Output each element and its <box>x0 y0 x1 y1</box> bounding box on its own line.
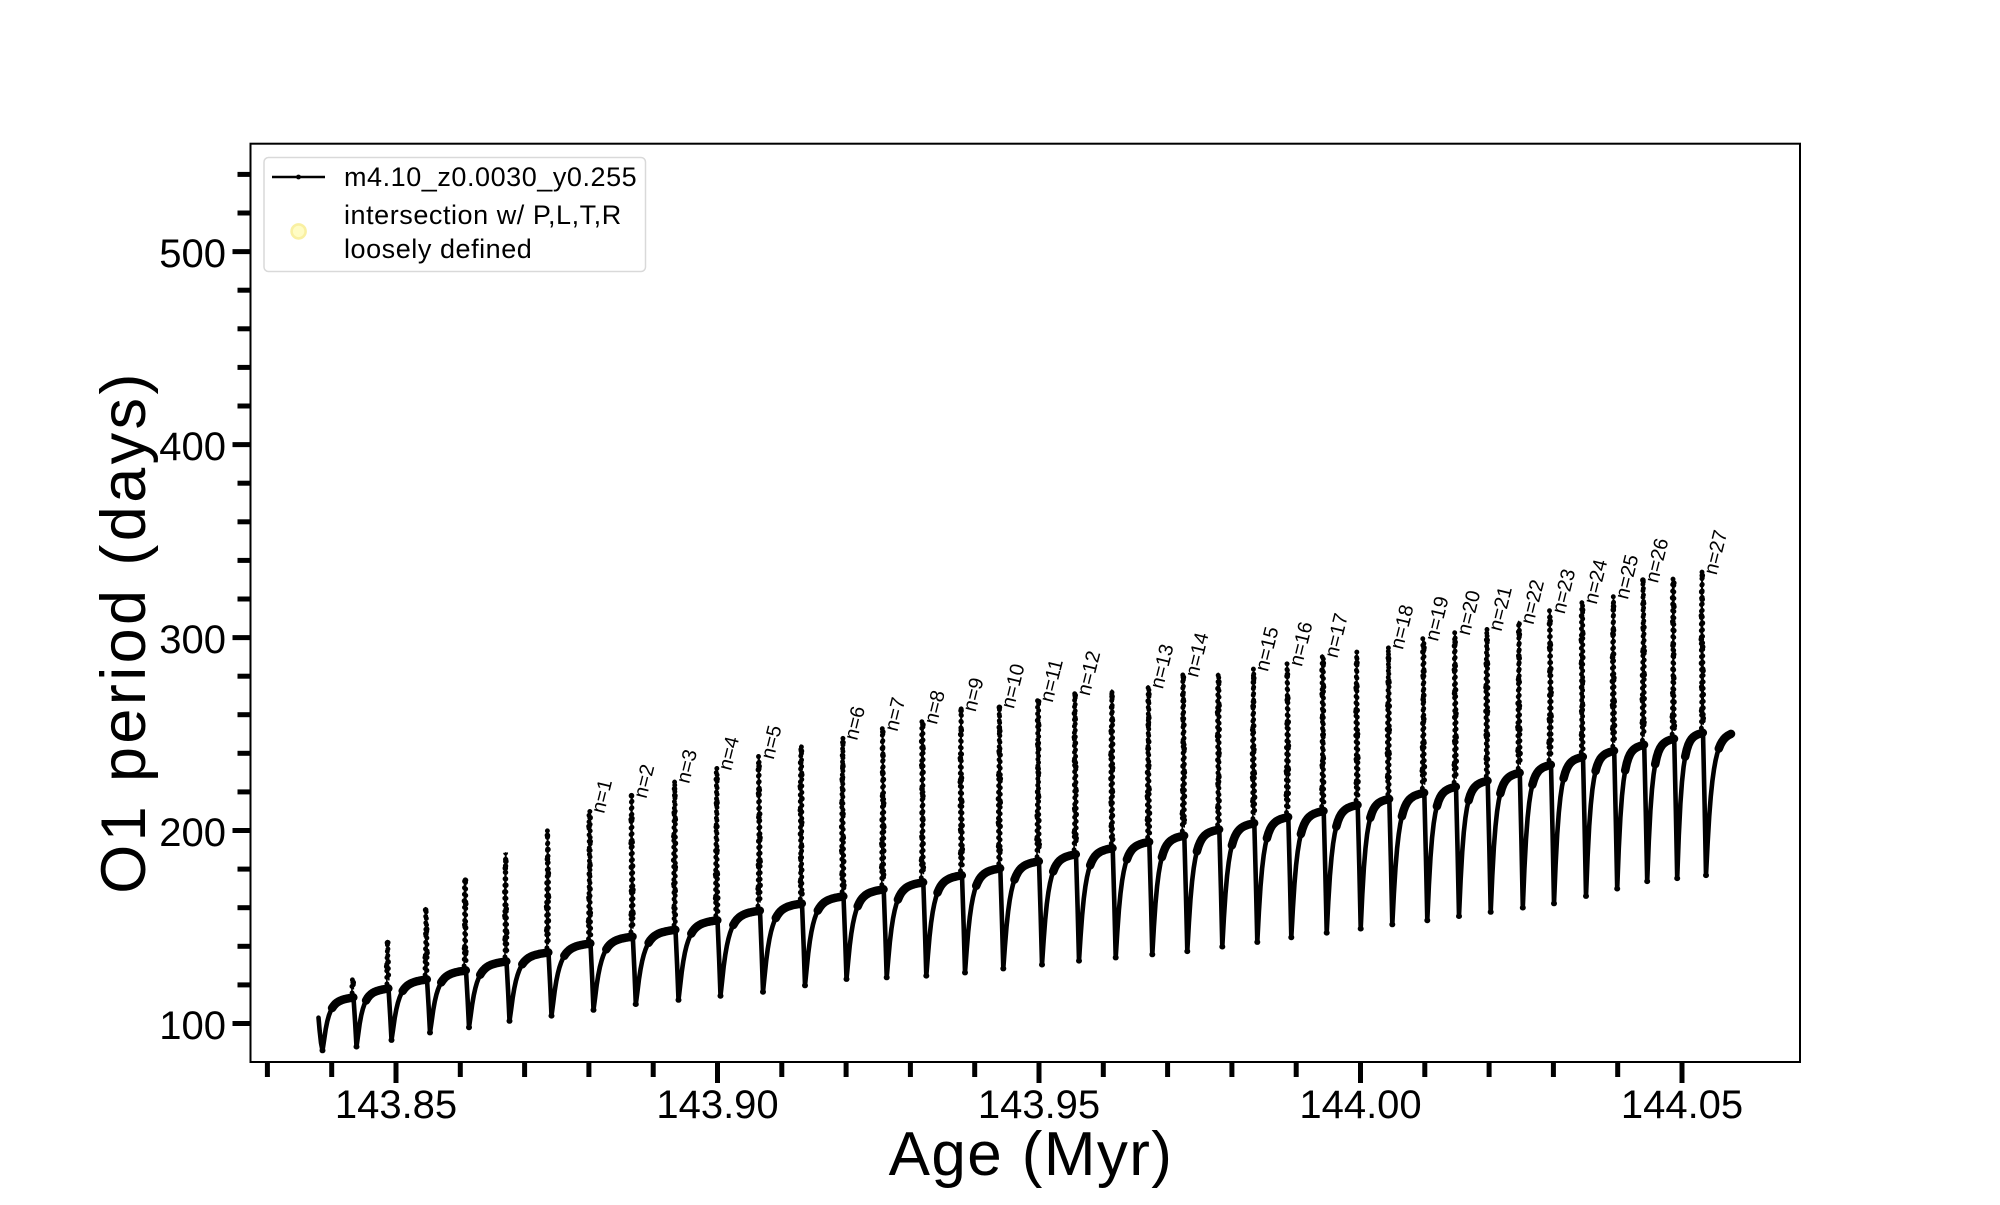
svg-text:143.95: 143.95 <box>978 1083 1100 1127</box>
svg-text:300: 300 <box>159 618 226 662</box>
svg-text:500: 500 <box>159 232 226 276</box>
svg-text:144.05: 144.05 <box>1621 1083 1743 1127</box>
svg-text:144.00: 144.00 <box>1299 1083 1421 1127</box>
svg-text:143.85: 143.85 <box>335 1083 457 1127</box>
svg-text:200: 200 <box>159 811 226 855</box>
svg-text:m4.10_z0.0030_y0.255: m4.10_z0.0030_y0.255 <box>344 162 637 192</box>
svg-text:143.90: 143.90 <box>656 1083 778 1127</box>
svg-text:Age (Myr): Age (Myr) <box>889 1120 1174 1189</box>
svg-text:400: 400 <box>159 425 226 469</box>
svg-text:loosely defined: loosely defined <box>344 234 532 264</box>
svg-text:intersection w/ P,L,T,R: intersection w/ P,L,T,R <box>344 200 622 230</box>
svg-text:O1 period (days): O1 period (days) <box>89 370 159 894</box>
svg-text:100: 100 <box>159 1004 226 1048</box>
